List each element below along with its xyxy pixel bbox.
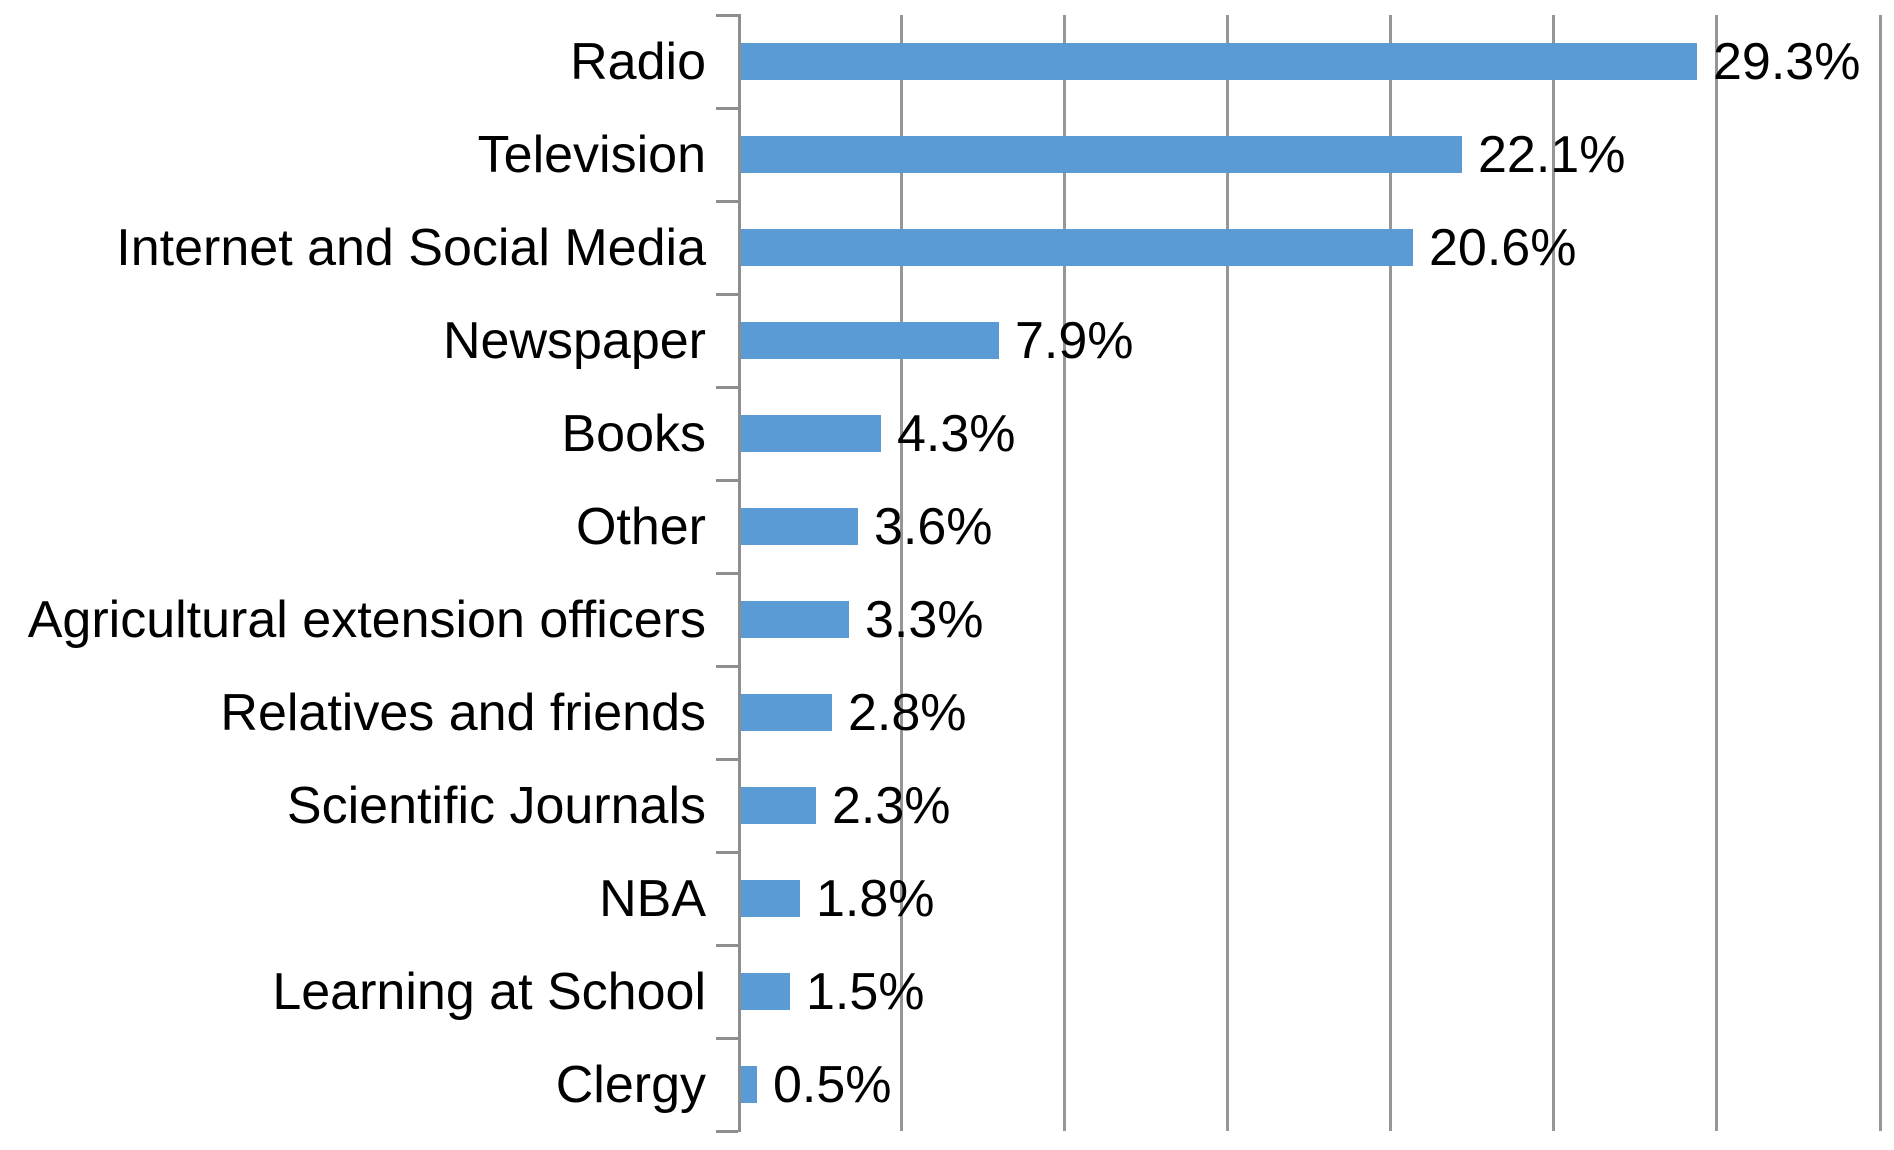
gridline (1878, 15, 1882, 1131)
gridline (1062, 15, 1066, 1131)
axis-tick (716, 944, 738, 947)
gridline (1715, 15, 1719, 1131)
bar (741, 694, 832, 731)
axis-tick (716, 572, 738, 575)
bar (741, 787, 816, 824)
axis-tick (716, 293, 738, 296)
bar (741, 508, 858, 545)
bar (741, 322, 999, 359)
axis-tick (716, 479, 738, 482)
axis-tick (716, 758, 738, 761)
axis-tick (716, 1037, 738, 1040)
value-label: 2.8% (848, 683, 967, 742)
axis-tick (716, 200, 738, 203)
gridline (899, 15, 903, 1131)
value-label: 3.6% (874, 497, 993, 556)
value-label: 4.3% (897, 404, 1016, 463)
category-label: Agricultural extension officers (27, 590, 706, 649)
bar (741, 973, 790, 1010)
category-label: Learning at School (272, 962, 706, 1021)
category-label: Clergy (555, 1055, 706, 1114)
category-label: Books (561, 404, 706, 463)
category-label: Other (575, 497, 706, 556)
value-label: 1.5% (806, 962, 925, 1021)
bar (741, 601, 849, 638)
gridline (1389, 15, 1393, 1131)
category-axis-line (738, 14, 741, 1132)
bar (741, 1066, 757, 1103)
category-label: Relatives and friends (220, 683, 706, 742)
axis-tick (716, 851, 738, 854)
value-label: 7.9% (1015, 311, 1134, 370)
value-label: 3.3% (865, 590, 984, 649)
value-label: 20.6% (1429, 218, 1577, 277)
category-label: Internet and Social Media (116, 218, 706, 277)
axis-tick (716, 386, 738, 389)
bar (741, 880, 800, 917)
gridline (1225, 15, 1229, 1131)
bar (741, 415, 881, 452)
category-label: NBA (599, 869, 706, 928)
bar (741, 229, 1413, 266)
axis-tick (716, 665, 738, 668)
category-label: Television (477, 125, 706, 184)
category-label: Newspaper (442, 311, 706, 370)
value-label: 22.1% (1478, 125, 1626, 184)
value-label: 29.3% (1713, 32, 1861, 91)
axis-tick (716, 14, 738, 17)
bar (741, 43, 1697, 80)
axis-tick (716, 1130, 738, 1133)
value-label: 2.3% (832, 776, 951, 835)
axis-tick (716, 107, 738, 110)
category-label: Radio (570, 32, 706, 91)
bar (741, 136, 1462, 173)
category-label: Scientific Journals (286, 776, 706, 835)
value-label: 0.5% (773, 1055, 892, 1114)
value-label: 1.8% (816, 869, 935, 928)
gridline (1552, 15, 1556, 1131)
